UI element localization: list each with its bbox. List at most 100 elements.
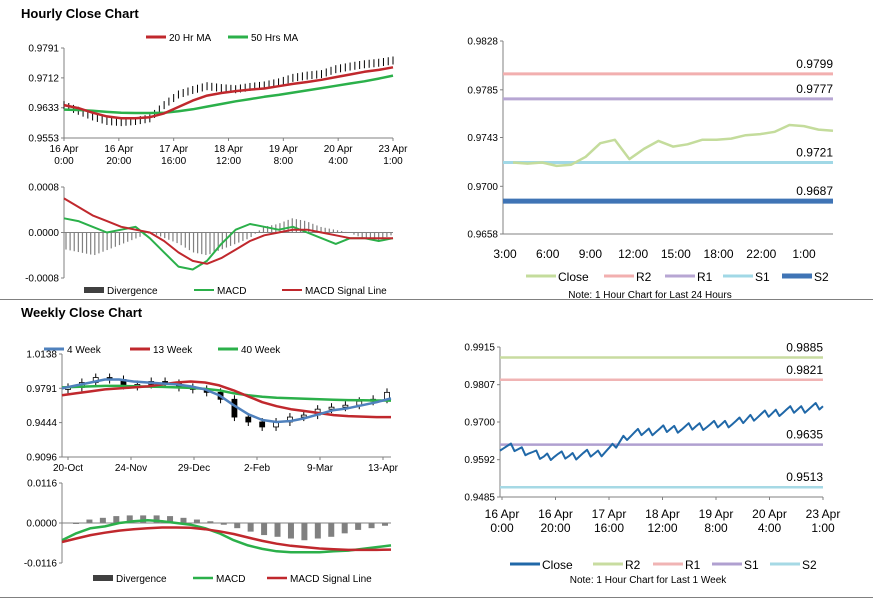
weekly-level-s1-label: 0.9635 [786,428,823,442]
weekly-levels-xtick-label: 16:00 [594,521,624,535]
hourly-price-ytick-label: 0.9633 [28,103,59,114]
weekly-divergence-bar [207,521,214,523]
hourly-levels-ytick-label: 0.9785 [467,85,498,96]
weekly-levels-xtick-label: 12:00 [647,521,677,535]
weekly-levels-ytick-label: 0.9592 [464,455,495,466]
weekly-divergence-bar [368,523,375,529]
weekly-13week-line [61,380,391,419]
hourly-levels-xtick-label: 6:00 [536,247,560,261]
hourly-levels-note: Note: 1 Hour Chart for Last 24 Hours [568,290,731,301]
weekly-level-r2-label: 0.9885 [786,340,823,354]
legend-hourly-signal-label: MACD Signal Line [305,286,387,297]
weekly-divergence-bar [113,516,120,523]
hourly-macd-ytick-label: 0.0000 [28,228,59,239]
weekly-divergence-bar [140,515,147,523]
legend-hourly-divergence-label: Divergence [107,286,158,297]
section-divider [0,299,873,300]
weekly-price-ytick-label: 1.0138 [26,350,57,361]
weekly-levels-xtick-label: 0:00 [490,521,514,535]
weekly-divergence-bar [167,516,174,523]
weekly-price-ytick-label: 0.9791 [26,384,57,395]
hourly-price-xtick-label: 19 Apr [269,144,299,155]
legend-weekly-levels-close-label: Close [542,558,573,572]
weekly-divergence-bar [301,523,308,541]
hourly-macd-ytick-label: -0.0008 [25,274,59,285]
weekly-macd-ytick-label: 0.0116 [27,479,57,490]
hourly-price-xtick-label: 0:00 [54,156,74,167]
weekly-price-xtick-label: 24-Nov [115,463,147,474]
hourly-20hr-ma-line [63,66,394,120]
legend-weekly-levels-r2-label: R2 [625,558,641,572]
hourly-level-s2-label: 0.9687 [796,184,833,198]
legend-4week-label: 4 Week [67,345,102,356]
weekly-levels-xtick-label: 4:00 [758,521,782,535]
weekly-levels-ytick-label: 0.9485 [464,493,495,504]
legend-hourly-levels-r1-label: R1 [697,270,713,284]
weekly-levels-xtick-label: 17 Apr [592,507,627,521]
hourly-levels-xtick-label: 9:00 [579,247,603,261]
hourly-price-ytick-label: 0.9791 [28,44,59,55]
weekly-levels-xtick-label: 23 Apr [806,507,841,521]
hourly-price-ytick-label: 0.9712 [28,73,59,84]
weekly-levels-xtick-label: 1:00 [811,521,835,535]
weekly-40week-line [61,384,392,402]
hourly-price-xtick-label: 8:00 [274,156,294,167]
weekly-price-ytick-label: 0.9096 [26,453,57,464]
weekly-levels-xtick-label: 20 Apr [752,507,787,521]
legend-weekly-macd-label: MACD [216,574,245,585]
weekly-4week-line [61,378,392,424]
weekly-divergence-bar [261,523,268,536]
weekly-divergence-bar [382,523,388,526]
hourly-levels-ytick-label: 0.9743 [467,133,498,144]
weekly-macd-ytick-label: -0.0116 [24,559,58,570]
legend-hourly-macd-label: MACD [217,286,246,297]
legend-weekly-divergence-label: Divergence [116,574,167,585]
hourly-price-xtick-label: 18 Apr [214,144,244,155]
hourly-levels-xtick-label: 15:00 [661,247,691,261]
weekly-section-title: Weekly Close Chart [21,305,143,320]
weekly-candle-body [300,414,307,418]
weekly-price-xtick-label: 29-Dec [178,463,210,474]
weekly-levels-note: Note: 1 Hour Chart for Last 1 Week [570,575,728,586]
weekly-divergence-bar [153,515,160,523]
weekly-candle-body [259,421,266,428]
hourly-levels-xtick-label: 22:00 [746,247,776,261]
weekly-price-xtick-label: 2-Feb [244,463,271,474]
hourly-price-xtick-label: 16 Apr [50,144,80,155]
hourly-levels-ytick-label: 0.9700 [467,182,498,193]
legend-weekly-levels-s1-label: S1 [744,558,759,572]
weekly-divergence-bar [99,517,106,523]
hourly-price-xtick-label: 16 Apr [104,144,134,155]
hourly-price-xtick-label: 17 Apr [159,144,189,155]
legend-weekly-levels-s2-label: S2 [802,558,817,572]
weekly-levels-xtick-label: 16 Apr [538,507,573,521]
hourly-price-xtick-label: 20 Apr [324,144,354,155]
weekly-macd-signal-line [61,526,392,552]
hourly-price-xtick-label: 20:00 [106,156,131,167]
weekly-levels-xtick-label: 19 Apr [699,507,734,521]
legend-weekly-divergence-swatch [93,575,113,581]
legend-hourly-levels-s2-label: S2 [814,270,829,284]
weekly-level-r1-label: 0.9821 [786,363,823,377]
legend-hourly-levels-close-label: Close [558,270,589,284]
hourly-levels-xtick-label: 18:00 [704,247,734,261]
hourly-price-xtick-label: 23 Apr [379,144,409,155]
hourly-price-xtick-label: 4:00 [328,156,348,167]
weekly-levels-ytick-label: 0.9915 [464,343,495,354]
weekly-macd-line [61,518,392,554]
weekly-candle-body [342,404,349,408]
weekly-divergence-bar [314,523,321,539]
hourly-50hr-ma-line [63,74,394,115]
hourly-levels-ytick-label: 0.9828 [467,37,498,48]
legend-weekly-signal-label: MACD Signal Line [290,574,372,585]
weekly-levels-xtick-label: 18 Apr [645,507,680,521]
legend-40week-label: 40 Week [241,345,281,356]
weekly-price-xtick-label: 13-Apr [368,463,399,474]
hourly-levels-close-line [512,123,834,168]
weekly-divergence-bar [247,523,254,532]
legend-hourly-levels-r2-label: R2 [636,270,652,284]
weekly-levels-ytick-label: 0.9700 [464,418,495,429]
weekly-divergence-bar [341,523,348,534]
weekly-divergence-bar [328,523,335,537]
hourly-levels-xtick-label: 12:00 [618,247,648,261]
